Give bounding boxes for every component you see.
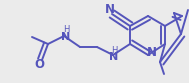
Text: N: N: [61, 32, 71, 42]
Text: N: N: [105, 2, 115, 16]
Text: H: H: [63, 24, 69, 34]
Text: O: O: [34, 59, 44, 71]
Text: H: H: [111, 45, 117, 55]
Text: N: N: [109, 52, 119, 62]
Text: N: N: [147, 46, 157, 60]
